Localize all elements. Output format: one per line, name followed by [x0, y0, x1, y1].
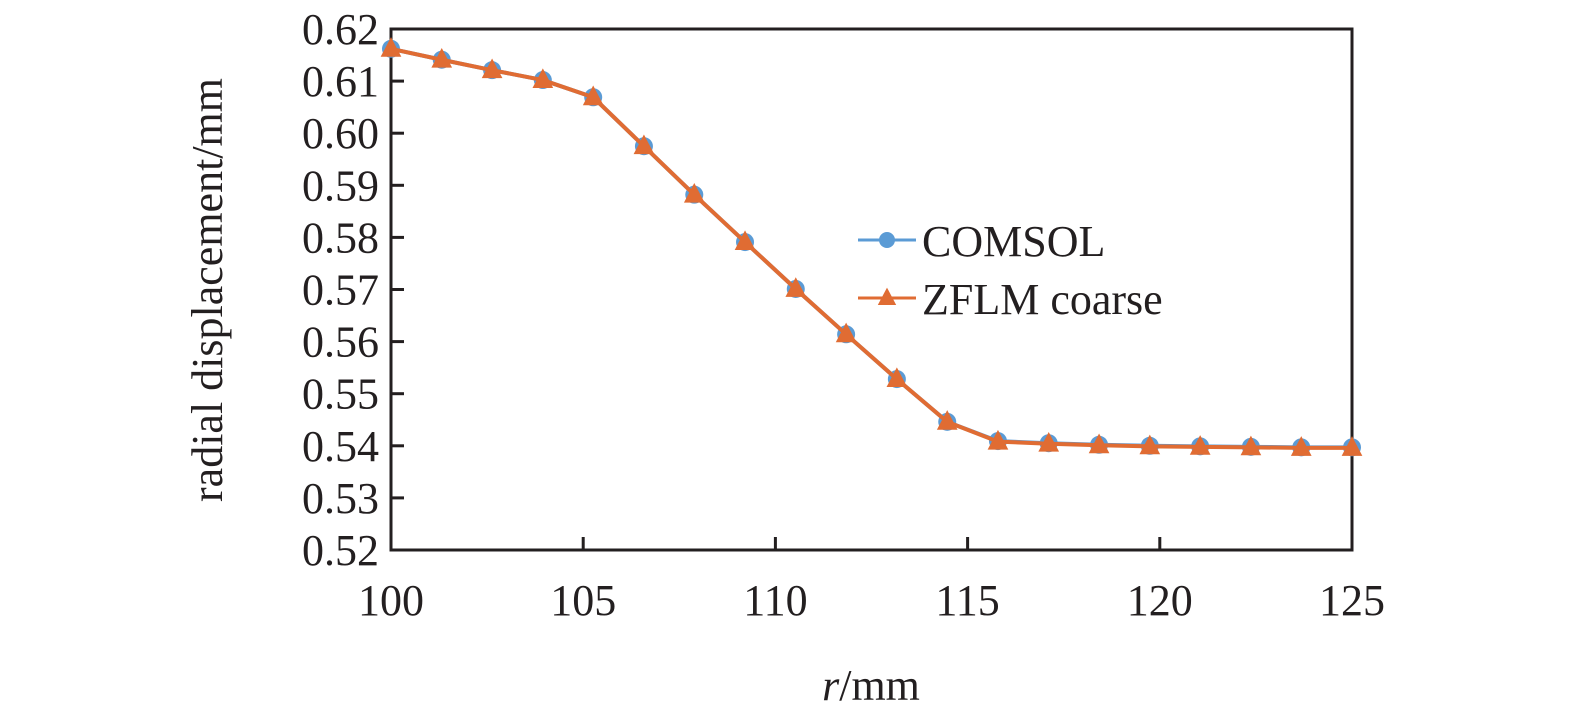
- triangle-marker: [481, 58, 503, 79]
- triangle-marker: [431, 48, 453, 68]
- legend-item-zflm-coarse: ZFLM coarse: [858, 275, 1163, 324]
- plot-border: [389, 27, 1354, 552]
- triangle-marker: [1088, 433, 1110, 454]
- x-axis-variable: r: [822, 661, 840, 710]
- y-tick-label: 0.56: [302, 318, 379, 367]
- y-tick-label: 0.54: [302, 422, 379, 471]
- plot-frame: [389, 27, 1354, 552]
- triangle-marker: [582, 85, 604, 106]
- triangle-marker: [380, 37, 402, 57]
- triangle-marker: [1240, 435, 1262, 456]
- y-tick-label: 0.53: [302, 474, 379, 523]
- triangle-marker: [877, 287, 897, 306]
- triangle-marker: [1189, 435, 1211, 455]
- x-tick-label: 105: [550, 576, 616, 625]
- series-comsol: [382, 39, 1361, 457]
- x-axis-unit: /mm: [839, 661, 920, 710]
- y-tick-label: 0.61: [302, 57, 379, 106]
- legend: COMSOL ZFLM coarse: [858, 217, 1163, 324]
- triangle-marker: [532, 68, 554, 88]
- y-tick-label: 0.60: [302, 109, 379, 158]
- y-tick-label: 0.52: [302, 526, 379, 575]
- x-tick-label: 110: [743, 576, 807, 625]
- legend-label: ZFLM coarse: [922, 275, 1163, 324]
- series-layer: [380, 37, 1363, 457]
- x-axis-title: r/mm: [822, 661, 920, 710]
- series-line: [390, 46, 1352, 450]
- triangle-marker: [683, 182, 705, 203]
- y-tick-label: 0.58: [302, 213, 379, 262]
- x-tick-label: 120: [1127, 576, 1193, 625]
- triangle-marker: [785, 277, 807, 297]
- y-tick-label: 0.55: [302, 370, 379, 419]
- series-line: [390, 46, 1352, 450]
- x-axis-ticks: 100 105 110 115 120 125: [358, 537, 1385, 625]
- triangle-marker: [1290, 436, 1312, 456]
- triangle-marker: [734, 230, 756, 251]
- circle-marker: [879, 232, 895, 248]
- triangle-marker: [987, 429, 1009, 450]
- x-tick-label: 100: [358, 576, 424, 625]
- y-tick-label: 0.57: [302, 266, 379, 315]
- legend-item-comsol: COMSOL: [858, 217, 1105, 266]
- series-zflm-coarse: [380, 37, 1363, 456]
- legend-label: COMSOL: [922, 217, 1105, 266]
- triangle-marker: [1038, 431, 1060, 452]
- triangle-marker: [936, 410, 958, 430]
- y-axis-title: radial displacement/mm: [183, 78, 232, 502]
- y-tick-label: 0.62: [302, 5, 379, 54]
- x-tick-label: 115: [935, 576, 999, 625]
- triangle-marker: [835, 322, 857, 343]
- y-tick-label: 0.59: [302, 161, 379, 210]
- triangle-marker: [1139, 434, 1161, 455]
- x-tick-label: 125: [1319, 576, 1385, 625]
- y-axis-ticks: 0.520.530.540.550.560.570.580.590.600.61…: [302, 5, 404, 575]
- triangle-marker: [1341, 436, 1363, 456]
- triangle-marker: [633, 134, 655, 155]
- triangle-marker: [886, 367, 908, 388]
